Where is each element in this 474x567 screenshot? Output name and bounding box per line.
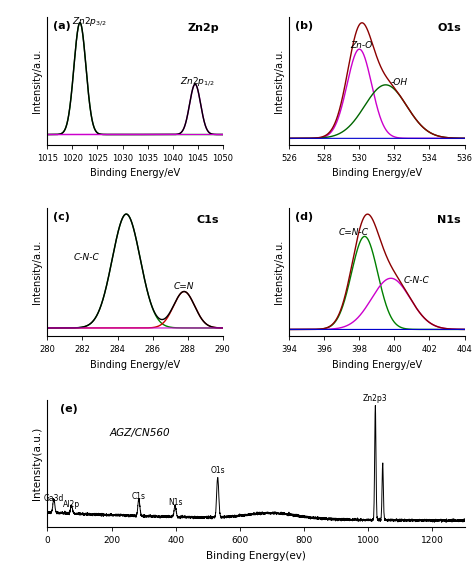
Y-axis label: Intensity/a.u.: Intensity/a.u. [32,240,42,304]
Text: Ga3d: Ga3d [44,494,64,503]
Text: -OH: -OH [391,78,408,87]
Text: (b): (b) [294,21,313,31]
Text: Al2p: Al2p [63,500,80,509]
Text: (c): (c) [53,212,70,222]
Text: (d): (d) [294,212,313,222]
Y-axis label: Intensity/a.u.: Intensity/a.u. [32,49,42,113]
Text: Zn-O: Zn-O [351,41,373,50]
X-axis label: Binding Energy/eV: Binding Energy/eV [332,168,422,178]
Text: $Zn2p_{1/2}$: $Zn2p_{1/2}$ [180,75,215,88]
Text: N1s: N1s [438,215,461,225]
X-axis label: Binding Energy/eV: Binding Energy/eV [90,168,180,178]
Text: N1s: N1s [168,498,182,507]
Text: (a): (a) [53,21,71,31]
Y-axis label: Intensity(a.u.): Intensity(a.u.) [32,427,42,500]
Text: Zn2p: Zn2p [188,23,219,33]
Text: O1s: O1s [210,466,225,475]
X-axis label: Binding Energy/eV: Binding Energy/eV [332,359,422,370]
X-axis label: Binding Energy(ev): Binding Energy(ev) [206,551,306,561]
Text: (e): (e) [60,404,78,413]
X-axis label: Binding Energy/eV: Binding Energy/eV [90,359,180,370]
Text: Zn2p3: Zn2p3 [363,394,388,403]
Text: C1s: C1s [197,215,219,225]
Y-axis label: Intensity/a.u.: Intensity/a.u. [273,49,284,113]
Text: C-N-C: C-N-C [73,253,100,261]
Y-axis label: Intensity/a.u.: Intensity/a.u. [273,240,284,304]
Text: C1s: C1s [132,492,146,501]
Text: O1s: O1s [437,23,461,33]
Text: C-N-C: C-N-C [403,276,429,285]
Text: AGZ/CN560: AGZ/CN560 [110,428,171,438]
Text: C=N: C=N [173,282,194,291]
Text: C=N-C: C=N-C [338,229,368,238]
Text: $Zn2p_{3/2}$: $Zn2p_{3/2}$ [73,15,107,28]
